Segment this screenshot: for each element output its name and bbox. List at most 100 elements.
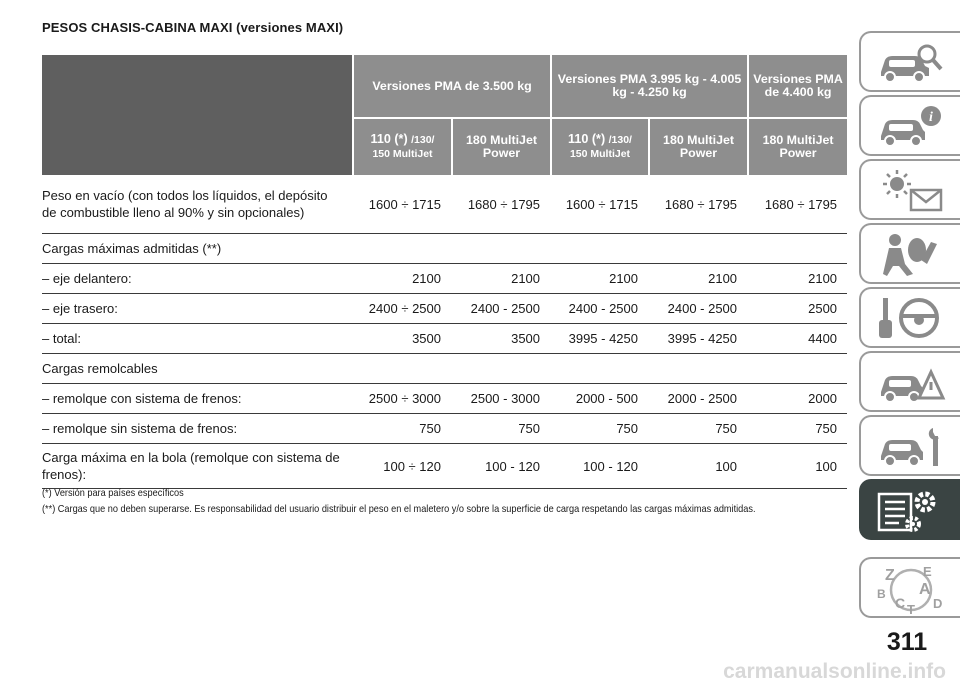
car-magnifier-icon bbox=[881, 44, 943, 83]
weights-table: Versiones PMA de 3.500 kg Versiones PMA … bbox=[42, 55, 848, 489]
row-value: 3500 bbox=[451, 324, 551, 354]
warning-light-envelope-icon bbox=[883, 170, 943, 212]
header-group-3500: Versiones PMA de 3.500 kg bbox=[352, 55, 551, 119]
row-label: – remolque con sistema de frenos: bbox=[42, 384, 352, 414]
sidebar-tab-warning-lights[interactable] bbox=[859, 159, 960, 220]
table-row: Peso en vacío (con todos los líquidos, e… bbox=[42, 175, 848, 234]
row-value bbox=[451, 354, 551, 384]
table-row: Cargas máximas admitidas (**) bbox=[42, 234, 848, 264]
row-value: 100 bbox=[747, 444, 848, 489]
svg-text:i: i bbox=[929, 110, 933, 125]
row-value: 100 ÷ 120 bbox=[352, 444, 451, 489]
sidebar-tab-safety[interactable] bbox=[859, 223, 960, 284]
row-value bbox=[352, 354, 451, 384]
row-label: – eje delantero: bbox=[42, 264, 352, 294]
footnotes: (*) Versión para países específicos (**)… bbox=[42, 488, 756, 519]
header-group-4400: Versiones PMA de 4.400 kg bbox=[747, 55, 848, 119]
row-value: 750 bbox=[451, 414, 551, 444]
row-value bbox=[550, 354, 649, 384]
subheader-c-small: /130/ bbox=[608, 134, 632, 146]
watermark: carmanualsonline.info bbox=[723, 660, 946, 683]
row-value bbox=[352, 234, 451, 264]
row-value bbox=[550, 234, 649, 264]
index-letter: D bbox=[933, 596, 942, 611]
subheader-engine-b: 180 MultiJet Power bbox=[451, 119, 551, 175]
row-value: 1680 ÷ 1795 bbox=[747, 175, 848, 234]
row-label: – total: bbox=[42, 324, 352, 354]
index-letter: C bbox=[895, 595, 905, 611]
row-label: Cargas máximas admitidas (**) bbox=[42, 234, 352, 264]
sidebar-tab-technical-data[interactable] bbox=[859, 479, 960, 540]
car-wrench-icon bbox=[881, 428, 939, 467]
sidebar-tab-emergency[interactable] bbox=[859, 351, 960, 412]
subheader-engine-a: 110 (*) /130/ 150 MultiJet bbox=[352, 119, 451, 175]
row-value: 3995 - 4250 bbox=[648, 324, 748, 354]
subheader-a-main: 110 (*) bbox=[370, 132, 408, 146]
page-number: 311 bbox=[886, 628, 928, 656]
row-value: 4400 bbox=[747, 324, 848, 354]
row-value: 100 - 120 bbox=[451, 444, 551, 489]
row-value bbox=[451, 234, 551, 264]
subheader-engine-e: 180 MultiJet Power bbox=[747, 119, 848, 175]
row-value bbox=[747, 354, 848, 384]
row-value: 750 bbox=[747, 414, 848, 444]
index-letter: B bbox=[877, 587, 886, 601]
row-value: 3995 - 4250 bbox=[550, 324, 649, 354]
index-letter: A bbox=[919, 581, 931, 598]
subheader-c-line2: 150 MultiJet bbox=[569, 148, 631, 160]
row-value: 1680 ÷ 1795 bbox=[451, 175, 551, 234]
row-value: 2400 - 2500 bbox=[550, 294, 649, 324]
sidebar-tab-index[interactable]: Z E A B C T D bbox=[859, 557, 960, 618]
sidebar-tab-knowing-vehicle[interactable]: i bbox=[859, 95, 960, 156]
header-group-3995: Versiones PMA 3.995 kg - 4.005 kg - 4.25… bbox=[550, 55, 748, 119]
row-value: 2100 bbox=[451, 264, 551, 294]
row-value: 2400 - 2500 bbox=[648, 294, 748, 324]
car-info-icon: i bbox=[881, 106, 941, 147]
row-value bbox=[648, 354, 748, 384]
header-blank bbox=[42, 55, 352, 119]
table-row: – total: 3500 3500 3995 - 4250 3995 - 42… bbox=[42, 324, 848, 354]
airbag-person-icon bbox=[883, 234, 937, 276]
subheader-a-line2: 150 MultiJet bbox=[372, 148, 433, 160]
technical-data-gears-icon bbox=[877, 491, 936, 532]
footnote-2: (**) Cargas que no deben superarse. Es r… bbox=[42, 503, 756, 515]
row-value: 2000 bbox=[747, 384, 848, 414]
row-value: 750 bbox=[352, 414, 451, 444]
table-row: – remolque con sistema de frenos: 2500 ÷… bbox=[42, 384, 848, 414]
row-value: 2000 - 2500 bbox=[648, 384, 748, 414]
row-value: 2400 ÷ 2500 bbox=[352, 294, 451, 324]
row-value: 100 - 120 bbox=[550, 444, 649, 489]
row-value: 1600 ÷ 1715 bbox=[550, 175, 649, 234]
subheader-c-main: 110 (*) bbox=[568, 132, 606, 146]
sidebar-tab-starting-driving[interactable] bbox=[859, 287, 960, 348]
row-value: 2400 - 2500 bbox=[451, 294, 551, 324]
row-value bbox=[747, 234, 848, 264]
index-letter: T bbox=[907, 602, 915, 616]
table-row: Cargas remolcables bbox=[42, 354, 848, 384]
row-label: Cargas remolcables bbox=[42, 354, 352, 384]
sidebar-tab-vehicle-overview[interactable] bbox=[859, 31, 960, 92]
index-letter: Z bbox=[885, 567, 895, 584]
row-label: Carga máxima en la bola (remolque con si… bbox=[42, 444, 352, 489]
row-value: 750 bbox=[550, 414, 649, 444]
row-value: 750 bbox=[648, 414, 748, 444]
sidebar-tab-maintenance[interactable] bbox=[859, 415, 960, 476]
table-row: – eje trasero: 2400 ÷ 2500 2400 - 2500 2… bbox=[42, 294, 848, 324]
row-value: 1680 ÷ 1795 bbox=[648, 175, 748, 234]
row-value: 2500 - 3000 bbox=[451, 384, 551, 414]
row-value: 2100 bbox=[352, 264, 451, 294]
row-label: – eje trasero: bbox=[42, 294, 352, 324]
table-row: Carga máxima en la bola (remolque con si… bbox=[42, 444, 848, 489]
row-value: 2000 - 500 bbox=[550, 384, 649, 414]
page-title: PESOS CHASIS-CABINA MAXI (versiones MAXI… bbox=[42, 20, 344, 35]
row-value: 100 bbox=[648, 444, 748, 489]
car-warning-triangle-icon bbox=[881, 368, 946, 403]
footnote-1: (*) Versión para países específicos bbox=[42, 488, 184, 499]
row-value bbox=[648, 234, 748, 264]
subheader-engine-c: 110 (*) /130/ 150 MultiJet bbox=[550, 119, 649, 175]
alphabetical-index-icon: Z E A B C T D bbox=[877, 564, 942, 616]
row-value: 2100 bbox=[648, 264, 748, 294]
row-value: 2500 ÷ 3000 bbox=[352, 384, 451, 414]
row-label: Peso en vacío (con todos los líquidos, e… bbox=[42, 175, 352, 234]
subheader-a-small: /130/ bbox=[411, 134, 435, 146]
